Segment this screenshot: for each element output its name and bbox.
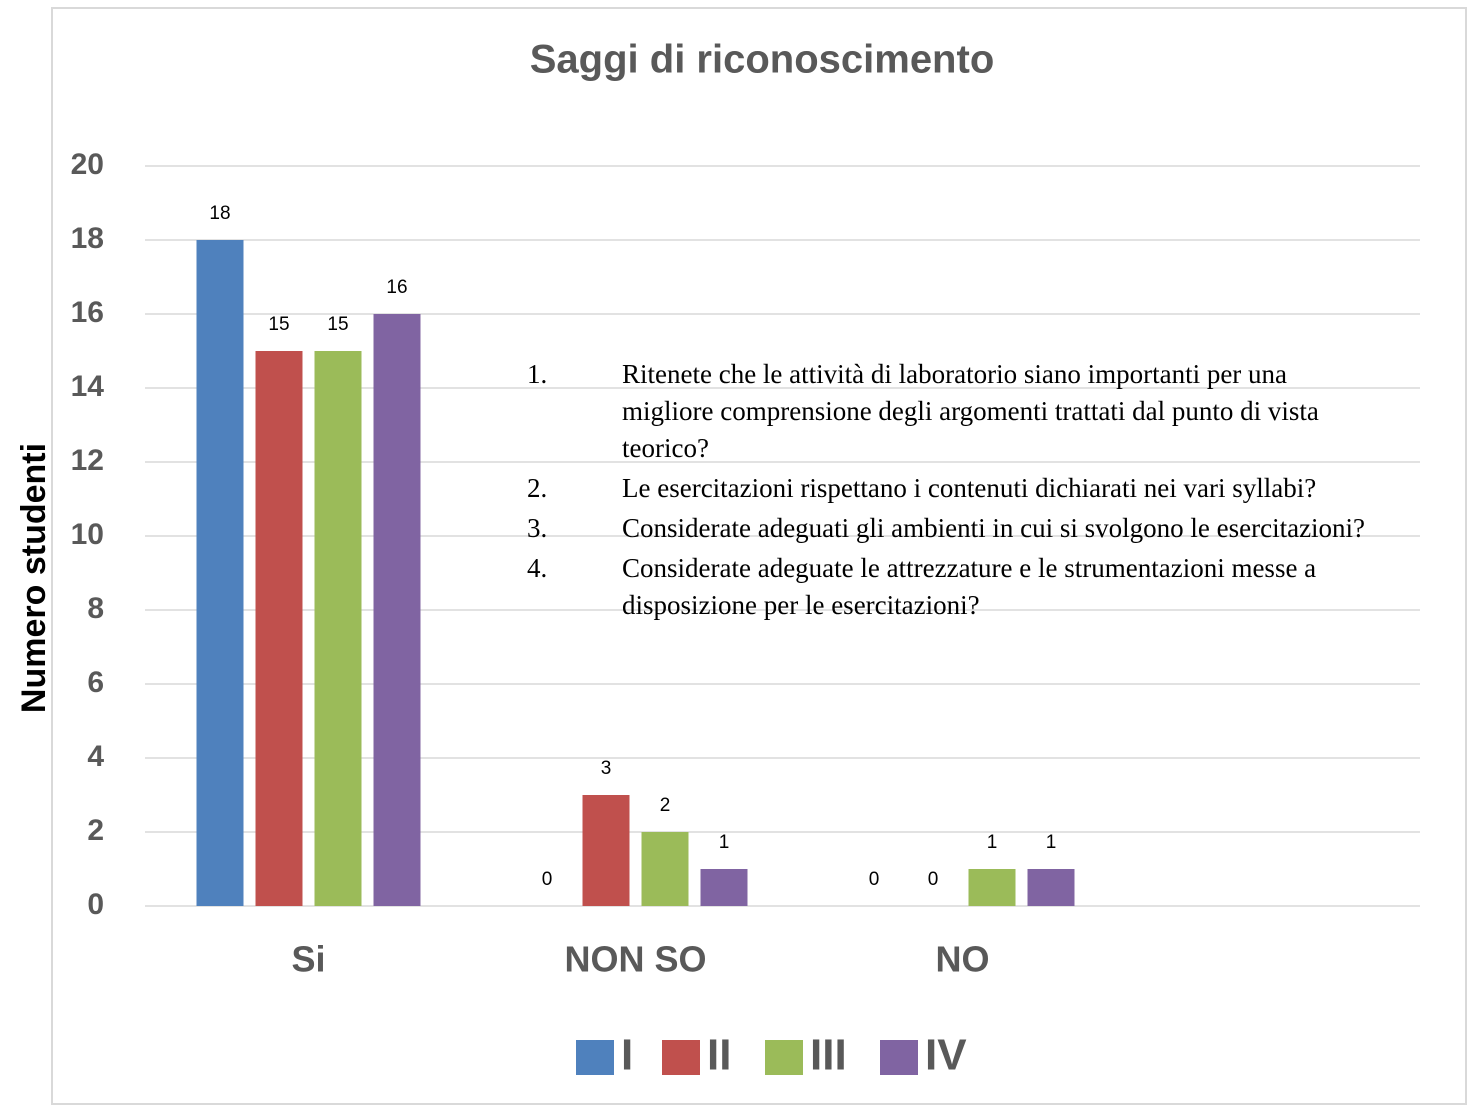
legend-label: IV: [925, 1031, 967, 1080]
y-tick-label: 2: [87, 814, 104, 847]
y-tick-label: 20: [71, 148, 104, 181]
bar: [641, 832, 689, 906]
legend-label: II: [707, 1031, 731, 1080]
data-label: 15: [327, 314, 348, 335]
legend-label: I: [621, 1031, 633, 1080]
y-tick-label: 12: [71, 444, 104, 477]
data-label: 1: [1046, 832, 1057, 853]
question-text: Le esercitazioni rispettano i contenuti …: [622, 473, 1317, 503]
y-tick-label: 16: [71, 296, 104, 329]
legend-swatch: [662, 1040, 700, 1075]
x-tick-label: NON SO: [564, 939, 706, 980]
bar: [255, 351, 303, 906]
bar: [700, 869, 748, 906]
question: 2. Le esercitazioni rispettano i contenut…: [527, 470, 1367, 507]
bar: [196, 240, 244, 906]
question-number: 4.: [527, 553, 548, 583]
bar: [582, 795, 630, 906]
data-label: 16: [386, 277, 407, 298]
data-label: 3: [601, 758, 612, 779]
question-text: Considerate adeguati gli ambienti in cui…: [622, 513, 1366, 543]
question-text: Ritenete che le attività di laboratorio …: [622, 359, 1319, 463]
data-label: 18: [209, 203, 230, 224]
bar: [1027, 869, 1075, 906]
data-label: 0: [928, 869, 939, 890]
data-label: 2: [660, 795, 671, 816]
y-tick-label: 4: [87, 740, 104, 773]
question-text: Considerate adeguate le attrezzature e l…: [622, 553, 1317, 620]
data-label: 1: [719, 832, 730, 853]
y-tick-label: 18: [71, 222, 104, 255]
y-tick-label: 6: [87, 666, 104, 699]
question-number: 1.: [527, 359, 548, 389]
legend-swatch: [880, 1040, 918, 1075]
y-axis-title: Numero studenti: [15, 443, 53, 713]
question-number: 2.: [527, 473, 548, 503]
x-tick-label: Si: [291, 939, 325, 980]
bar: [968, 869, 1016, 906]
y-tick-label: 0: [87, 888, 104, 921]
legend-swatch: [765, 1040, 803, 1075]
legend-label: III: [810, 1031, 847, 1080]
question-list: 1. Ritenete che le attività di laboratori…: [527, 356, 1367, 627]
y-tick-label: 14: [71, 370, 105, 403]
question-number: 3.: [527, 513, 548, 543]
data-label: 15: [268, 314, 289, 335]
x-tick-label: NO: [936, 939, 990, 980]
data-label: 0: [869, 869, 880, 890]
question: 4. Considerate adeguate le attrezzature e…: [527, 550, 1367, 624]
bar: [314, 351, 362, 906]
legend-swatch: [576, 1040, 614, 1075]
data-label: 1: [987, 832, 998, 853]
question: 1. Ritenete che le attività di laboratori…: [527, 356, 1367, 467]
y-tick-label: 10: [71, 518, 104, 551]
y-tick-label: 8: [87, 592, 104, 625]
question: 3. Considerate adeguati gli ambienti in c…: [527, 510, 1367, 547]
data-label: 0: [542, 869, 553, 890]
bar: [373, 314, 421, 906]
chart-title: Saggi di riconoscimento: [530, 38, 995, 82]
chart-border: [51, 7, 1467, 1105]
